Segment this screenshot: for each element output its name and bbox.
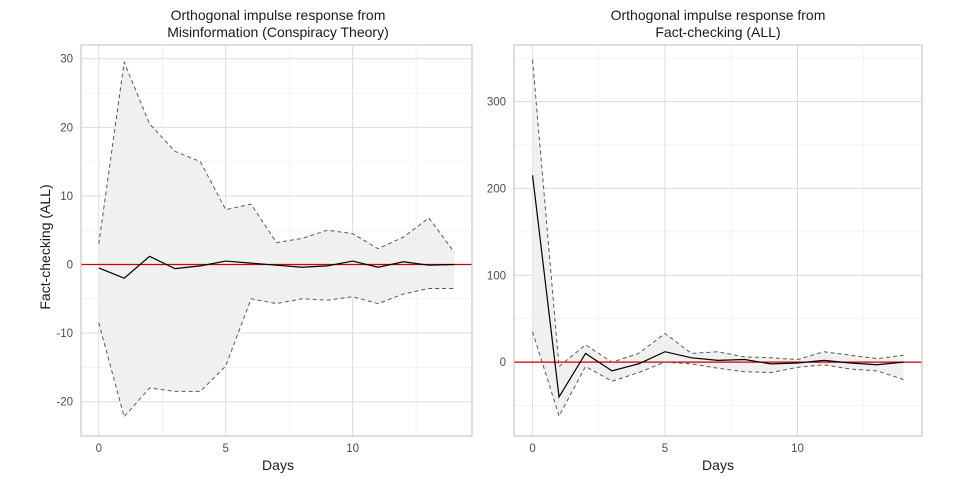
y-tick-label: -10 — [56, 328, 73, 340]
x-tick-label: 5 — [662, 443, 668, 455]
y-tick-label: 0 — [67, 260, 73, 272]
impulse-response-line — [98, 255, 455, 279]
upper-bound-line — [532, 59, 904, 368]
y-tick-label: 300 — [487, 96, 506, 108]
panel-border — [80, 44, 473, 437]
lower-bound-line — [532, 331, 904, 418]
x-tick-label: 10 — [346, 443, 359, 455]
panel-1-x-axis-title: Days — [262, 457, 294, 473]
y-tick-label: 20 — [60, 122, 73, 134]
confidence-band — [98, 62, 455, 417]
y-tick-label: -20 — [56, 397, 73, 409]
panel-1-plot: -20 -10 0 10 20 30 0 5 10 — [56, 44, 473, 455]
panel-2-title-line-1: Orthogonal impulse response from — [611, 7, 826, 23]
y-tick-label: 30 — [60, 54, 73, 66]
panel-1-title-line-2: Misinformation (Conspiracy Theory) — [167, 24, 388, 40]
x-tick-label: 0 — [529, 443, 535, 455]
x-tick-label: 5 — [223, 443, 229, 455]
x-tick-label: 0 — [96, 443, 102, 455]
x-tick-label: 10 — [791, 443, 804, 455]
panel-2-x-axis-title: Days — [702, 457, 734, 473]
impulse-response-line — [531, 175, 904, 399]
panel-1-y-axis-title: Fact-checking (ALL) — [37, 184, 53, 309]
y-tick-label: 10 — [60, 191, 73, 203]
lower-bound-line — [98, 288, 455, 418]
y-tick-label: 0 — [500, 357, 506, 369]
y-tick-label: 200 — [487, 183, 506, 195]
panel-border — [513, 44, 923, 437]
panel-2-plot: 0 100 200 300 0 5 10 — [487, 44, 923, 455]
panel-1-title-line-1: Orthogonal impulse response from — [171, 7, 386, 23]
y-tick-label: 100 — [487, 270, 506, 282]
panel-2-title-line-2: Fact-checking (ALL) — [655, 24, 780, 40]
upper-bound-line — [98, 60, 455, 253]
